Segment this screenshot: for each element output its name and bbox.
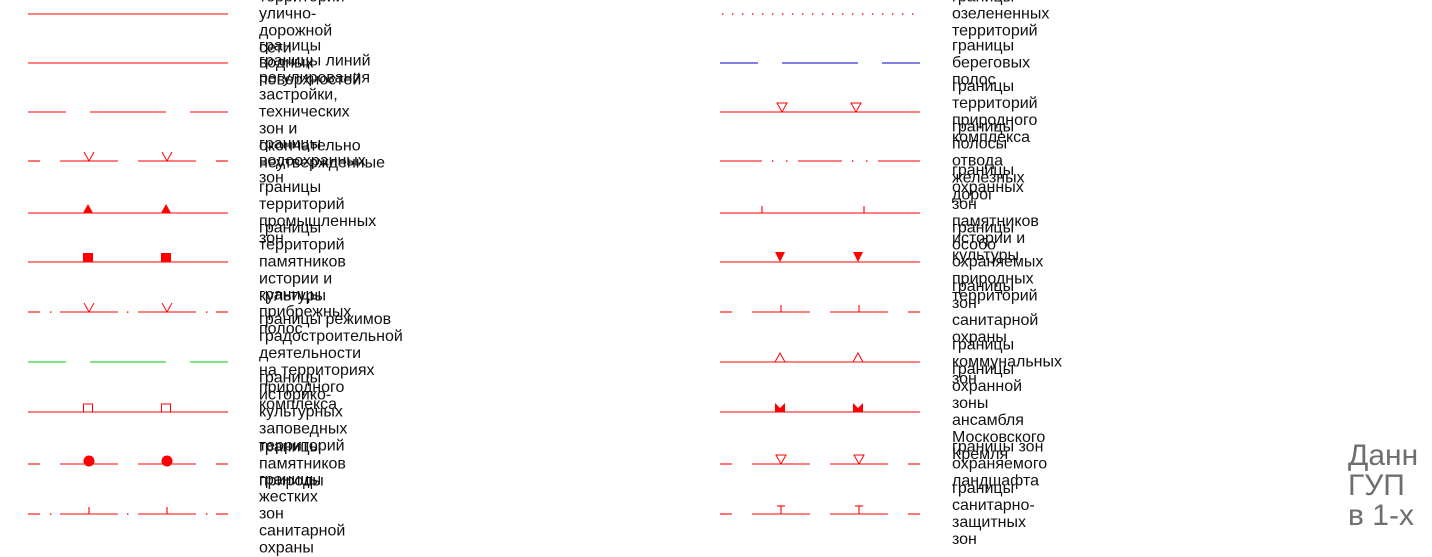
solid-line-symbol [28,13,228,15]
legend-label: границы полосы отвода железных дорог [952,118,1025,204]
legend-label: границы памятников природы [259,438,346,490]
legend-label: границы охранной зоны ансамбля Московско… [952,361,1046,463]
legend-label: границы зон охраняемого ландшафта [952,438,1048,490]
dash-open-down-triangle-line-symbol [720,454,920,466]
dotted-line-symbol [722,13,914,15]
open-up-triangle-line-symbol [720,351,920,363]
long-dash-line-symbol [28,361,228,363]
dash-tick-line-symbol [720,305,920,313]
legend-label: границы прибрежных полос [259,286,352,338]
dash-v-marks-line-symbol [28,151,228,163]
legend-label: границы территорий улично-дорожной сети [259,0,345,57]
legend-label: границы зон санитарной охраны [952,278,1039,346]
solid-line-symbol [28,62,228,64]
tick-line-symbol [720,206,920,214]
legend-label: границы особо охраняемых природных терри… [952,219,1044,305]
filled-square-line-symbol [28,253,228,263]
watermark-text: Данн ГУП в 1-х [1348,439,1419,532]
legend-label: границы водоохранных зон [259,135,366,187]
legend-label: границы режимов градостроительной деятел… [259,311,403,413]
legend-label: границы линий регулирования застройки, т… [259,52,386,172]
dash-dot-tick-line-symbol [28,507,228,515]
legend-label: границы территорий природного комплекса [952,78,1038,146]
dash-t-marks-line-symbol [720,505,920,515]
legend-label: границы историко-культурных заповедных т… [259,369,348,455]
long-dash-line-symbol [720,62,920,64]
dash-double-dot-line-symbol [720,160,920,162]
filled-down-triangle-line-symbol [720,252,920,263]
legend-label: границы жестких зон санитарной охраны [259,471,346,557]
legend-label: границы территорий промышленных зон [259,179,377,247]
legend-label: границы водных поверхностей [259,37,362,89]
bowtie-line-symbol [720,403,920,413]
long-dash-line-symbol [28,111,228,113]
filled-triangle-line-symbol [28,204,228,214]
legend-label: границы санитарно-защитных зон [952,480,1035,548]
dash-filled-circle-line-symbol [28,455,228,467]
legend-label: границы береговых полос [952,37,1031,89]
legend-label: границы озелененных территорий [952,0,1050,40]
legend-label: границы охранных зон памятников истории … [952,162,1039,264]
legend-label: границы коммунальных зон [952,336,1062,388]
open-square-line-symbol [28,403,228,413]
dash-dot-v-marks-line-symbol [28,302,228,314]
legend-label: границы территорий памятников истории и … [259,219,346,305]
open-down-triangle-line-symbol [720,102,920,114]
